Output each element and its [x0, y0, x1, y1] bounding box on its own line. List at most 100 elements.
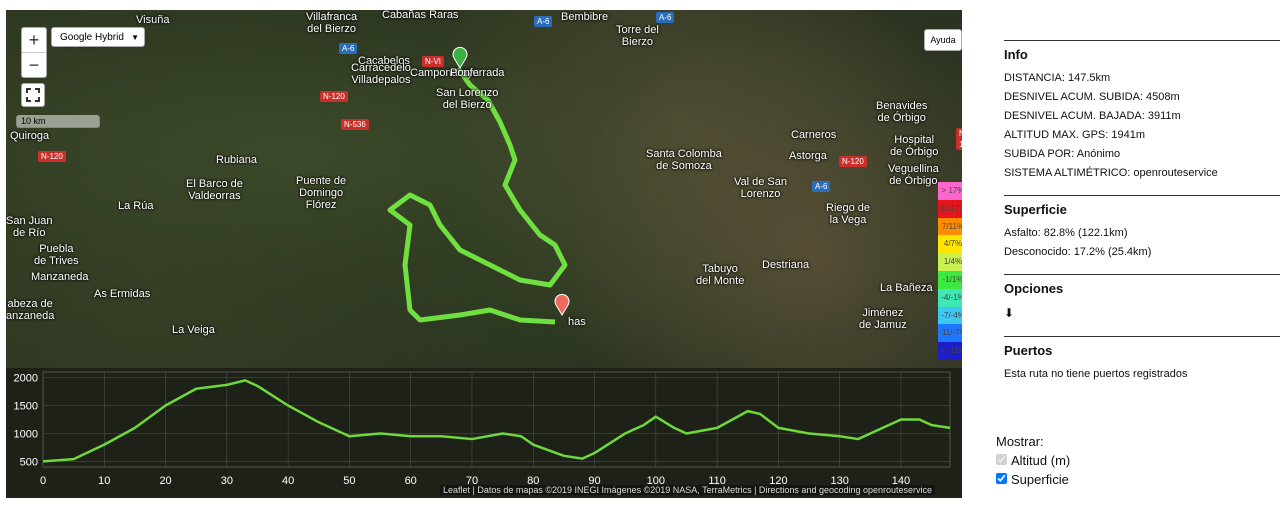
x-tick-label: 60 — [405, 475, 417, 487]
info-row: SUBIDA POR: Anónimo — [1004, 148, 1121, 160]
info-row: Desconocido: 17.2% (25.4km) — [1004, 246, 1152, 258]
place-label: San Juan de Río — [6, 215, 53, 239]
place-label: Veguellina de Órbigo — [888, 163, 939, 187]
x-tick-label: 80 — [527, 475, 539, 487]
checkbox[interactable] — [996, 473, 1007, 484]
elevation-profile: 500 1000 1500 2000 0 10 20 30 40 50 60 70 80 90 100 110… — [6, 368, 962, 498]
place-label: Hospital de Órbigo — [890, 134, 939, 158]
zoom-in[interactable]: + — [22, 28, 46, 53]
section-title: Opciones — [1004, 281, 1064, 296]
section-title: Superficie — [1004, 202, 1067, 217]
x-tick-label: 40 — [282, 475, 294, 487]
info-row: DESNIVEL ACUM. BAJADA: 3911m — [1004, 110, 1181, 122]
elevation-chart: 500 1000 1500 2000 0 10 20 30 40 50 60 70 80 90 100 110… — [14, 371, 951, 487]
start-marker[interactable] — [452, 46, 468, 69]
legend-entry: > 17% — [938, 182, 962, 200]
y-tick-label: 2000 — [14, 373, 38, 385]
place-label: Destriana — [762, 259, 810, 271]
x-tick-label: 110 — [708, 475, 726, 487]
checkbox[interactable] — [996, 454, 1007, 465]
road-label: N-536 — [341, 119, 369, 130]
info-row: SISTEMA ALTIMÉTRICO: openrouteservice — [1004, 167, 1218, 179]
options-section: Opciones ⬇ — [1004, 274, 1280, 320]
legend-entry: -4/-1% — [938, 288, 962, 307]
place-label: Cabañas Raras — [382, 10, 459, 21]
plot-frame — [42, 371, 951, 468]
checkbox-label: Superficie — [1011, 472, 1069, 487]
place-label: San Lorenzo del Bierzo — [436, 87, 499, 111]
info-row: DESNIVEL ACUM. SUBIDA: 4508m — [1004, 91, 1180, 103]
layer-select[interactable]: Google Hybrid ▼ — [51, 27, 145, 47]
place-label: Cacabelos — [358, 55, 410, 67]
road-label: A-6 — [812, 181, 831, 192]
altitude-toggle[interactable]: Altitud (m) — [996, 453, 1070, 468]
place-label: Manzaneda — [31, 271, 89, 283]
x-tick-label: 90 — [588, 475, 600, 487]
place-label: has — [568, 316, 586, 328]
place-label: abeza de anzaneda — [6, 298, 55, 322]
zoom-control: + − — [21, 27, 47, 78]
place-label: El Barco de Valdeorras — [186, 178, 243, 202]
info-row: DISTANCIA: 147.5km — [1004, 72, 1111, 84]
x-tick-label: 70 — [466, 475, 478, 487]
road-label: N-120 — [320, 91, 348, 102]
end-marker[interactable] — [554, 293, 570, 316]
legend-entry: 7/11% — [938, 217, 962, 236]
route — [387, 66, 568, 325]
zoom-out[interactable]: − — [28, 55, 40, 75]
x-tick-label: 120 — [769, 475, 787, 487]
place-label: Tabuyo del Monte — [696, 263, 745, 287]
slope-legend: > 17%11/17%7/11%4/7%1/4%-1/1%-4/-1%-7/-4… — [938, 182, 962, 360]
x-tick-label: 0 — [40, 475, 46, 487]
fullscreen-button[interactable] — [21, 83, 45, 107]
place-label: Quiroga — [10, 130, 50, 142]
legend-entry: -11/-7% — [938, 324, 962, 343]
legend-entry: 11/17% — [938, 199, 962, 218]
checkbox-label: Altitud (m) — [1011, 453, 1071, 468]
legend-entry: 1/4% — [938, 253, 962, 271]
road-label: N-120 — [38, 151, 66, 162]
place-label: La Veiga — [172, 324, 215, 336]
road-label: N-VI — [422, 56, 444, 67]
elevation-line — [42, 379, 951, 463]
place-label: La Bañeza — [880, 282, 933, 294]
place-label: Puente de Domingo Flórez — [296, 175, 347, 211]
legend-entry: < -11% — [938, 342, 962, 360]
place-label: Riego de la Vega — [826, 202, 871, 226]
x-tick-label: 30 — [221, 475, 233, 487]
place-label: Camponaraya — [410, 67, 480, 79]
show-options: Mostrar: Altitud (m) Superficie — [996, 434, 1070, 487]
place-label: Benavides de Órbigo — [876, 100, 928, 124]
attribution: Leaflet | Datos de mapas ©2019 INEGI Imá… — [440, 485, 936, 495]
place-label: Ponferrada — [450, 67, 505, 79]
download-icon[interactable]: ⬇ — [1004, 306, 1015, 320]
climbs-section: Puertos Esta ruta no tiene puertos regis… — [1004, 336, 1280, 380]
help-button[interactable]: Ayuda — [924, 29, 962, 51]
surface-toggle[interactable]: Superficie — [996, 472, 1070, 487]
section-title: Puertos — [1004, 343, 1053, 358]
road-label: N-120 — [956, 128, 962, 150]
route-layer — [387, 46, 570, 325]
x-tick-label: 20 — [159, 475, 171, 487]
x-tick-label: 50 — [343, 475, 355, 487]
scale-bar: 10 km — [16, 115, 100, 128]
legend-entry: -1/1% — [938, 270, 962, 289]
info-row: ALTITUD MAX. GPS: 1941m — [1004, 129, 1146, 141]
place-label: Carracedelo Villadepalos — [351, 62, 411, 86]
climbs-text: Esta ruta no tiene puertos registrados — [1004, 368, 1188, 380]
x-tick-label: 130 — [831, 475, 849, 487]
legend-entry: 4/7% — [938, 235, 962, 254]
road-label: N-120 — [839, 156, 867, 167]
place-label: Bembibre — [561, 11, 609, 23]
place-label: Astorga — [789, 150, 827, 162]
map[interactable]: Visuña Villafranca del Bierzo Cabañas Rara… — [6, 10, 962, 368]
place-label: Visuña — [136, 14, 170, 26]
y-tick-label: 1000 — [14, 428, 38, 440]
road-label: A-6 — [339, 43, 358, 54]
place-label: Santa Colomba de Somoza — [646, 148, 722, 172]
sidebar: Info DISTANCIA: 147.5km DESNIVEL ACUM. SUB… — [1004, 40, 1280, 387]
x-tick-label: 100 — [647, 475, 665, 487]
layer-name: Google Hybrid — [60, 32, 124, 43]
surface-section: Superficie Asfalto: 82.8% (122.1km) Descon… — [1004, 195, 1280, 258]
